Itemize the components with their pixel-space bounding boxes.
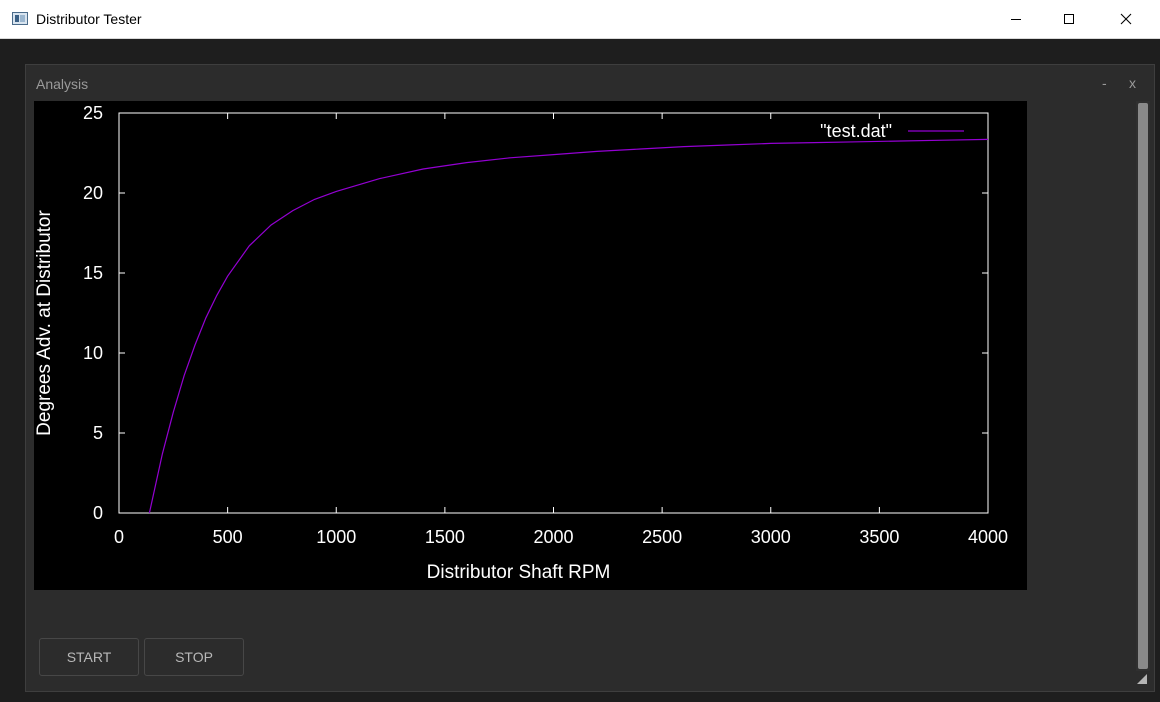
start-button[interactable]: START <box>39 638 139 676</box>
stop-button[interactable]: STOP <box>144 638 244 676</box>
y-tick-label: 15 <box>83 263 103 283</box>
x-tick-label: 1000 <box>316 527 356 547</box>
x-tick-label: 4000 <box>968 527 1008 547</box>
plot-area: 0 500 1000 1500 2000 2500 3000 3500 4000 0 5 10 15 20… <box>34 101 1027 590</box>
vertical-scrollbar[interactable] <box>1136 101 1150 671</box>
line-chart: 0 500 1000 1500 2000 2500 3000 3500 4000 0 5 10 15 20… <box>34 103 1008 583</box>
x-tick-label: 2000 <box>533 527 573 547</box>
x-axis-label: Distributor Shaft RPM <box>427 562 611 583</box>
window-close-button[interactable] <box>1103 0 1149 38</box>
panel-title: Analysis <box>36 76 89 92</box>
legend-label: "test.dat" <box>820 121 892 141</box>
window-minimize-button[interactable] <box>993 0 1039 38</box>
analysis-panel: Analysis - x 0 500 1000 1500 2000 2500 3000 350… <box>25 64 1155 692</box>
x-tick-label: 3500 <box>859 527 899 547</box>
x-tick-label: 1500 <box>425 527 465 547</box>
window-maximize-button[interactable] <box>1046 0 1092 38</box>
series-line <box>148 138 989 514</box>
panel-close-button[interactable]: x <box>1129 75 1136 91</box>
window-title: Distributor Tester <box>36 11 142 27</box>
x-tick-label: 0 <box>114 527 124 547</box>
y-tick-label: 10 <box>83 343 103 363</box>
y-tick-label: 20 <box>83 183 103 203</box>
minimize-icon <box>1011 19 1021 20</box>
close-icon <box>1120 13 1132 25</box>
plot-frame <box>118 112 989 514</box>
x-tick-label: 2500 <box>642 527 682 547</box>
y-tick-label: 25 <box>83 103 103 123</box>
x-tick-label: 3000 <box>751 527 791 547</box>
y-tick-label: 5 <box>93 423 103 443</box>
panel-minimize-button[interactable]: - <box>1102 75 1107 91</box>
window-titlebar: Distributor Tester <box>0 0 1160 39</box>
x-tick-label: 500 <box>213 527 243 547</box>
y-tick-label: 0 <box>93 503 103 523</box>
y-axis-label: Degrees Adv. at Distributor <box>34 210 55 436</box>
resize-grip-icon[interactable] <box>1137 674 1147 684</box>
scrollbar-thumb[interactable] <box>1138 103 1148 669</box>
maximize-icon <box>1064 14 1074 24</box>
app-icon <box>12 12 28 25</box>
